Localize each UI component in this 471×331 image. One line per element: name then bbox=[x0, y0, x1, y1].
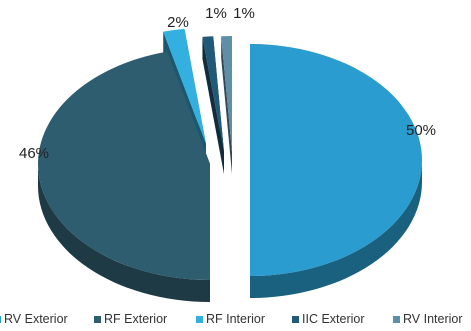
legend-item-rv-interior: RV Interior bbox=[393, 312, 463, 326]
slice-rf-interior bbox=[163, 28, 206, 144]
slice-side-rf-exterior bbox=[38, 164, 210, 302]
slice-iic-exterior bbox=[202, 36, 224, 153]
legend-swatch bbox=[393, 315, 400, 323]
legend-swatch bbox=[0, 315, 1, 323]
legend-label: RV Exterior bbox=[4, 312, 68, 326]
slice-edge-face bbox=[202, 36, 224, 174]
slice-label-rv-interior: 1% bbox=[233, 5, 255, 22]
legend-label: RF Exterior bbox=[104, 312, 168, 326]
legend-item-rf-exterior: RF Exterior bbox=[94, 312, 167, 326]
slice-label-rv-exterior: 50% bbox=[406, 122, 436, 139]
legend-swatch bbox=[292, 315, 299, 323]
legend-item-rv-exterior: RV Exterior bbox=[0, 312, 68, 326]
legend-label: IIC Exterior bbox=[302, 312, 365, 326]
legend-label: RF Interior bbox=[206, 312, 266, 326]
slice-label-iic-exterior: 1% bbox=[205, 5, 227, 22]
legend-swatch bbox=[94, 315, 101, 323]
pie-tops bbox=[38, 28, 422, 281]
slice-rv-exterior bbox=[250, 44, 422, 276]
slice-rf-exterior bbox=[38, 51, 210, 281]
legend-item-iic-exterior: IIC Exterior bbox=[292, 312, 365, 326]
slice-rv-interior bbox=[221, 36, 232, 152]
slice-label-rf-interior: 2% bbox=[167, 14, 189, 31]
legend-label: RV Interior bbox=[403, 312, 463, 326]
legend-swatch bbox=[196, 315, 203, 323]
chart-legend: RV Exterior RF Exterior RF Interior IIC … bbox=[0, 312, 471, 330]
pie-chart: 50% 46% 2% 1% 1% bbox=[19, 5, 436, 302]
slice-edge-face bbox=[221, 36, 232, 175]
pie-labels: 50% 46% 2% 1% 1% bbox=[19, 5, 436, 162]
slice-side-rv-exterior bbox=[250, 160, 422, 298]
legend-item-rf-interior: RF Interior bbox=[196, 312, 265, 326]
slice-label-rf-exterior: 46% bbox=[19, 145, 49, 162]
